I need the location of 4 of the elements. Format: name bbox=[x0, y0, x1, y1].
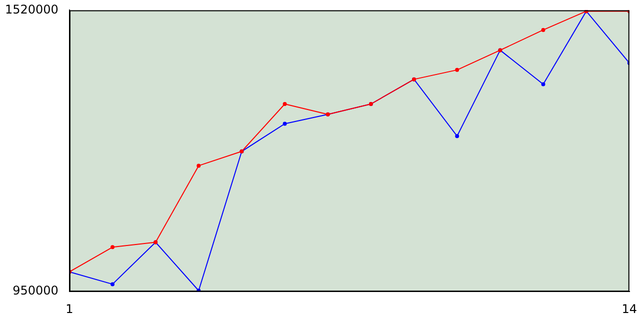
y-tick-label: 950000 bbox=[12, 284, 58, 298]
y-tick-label: 1520000 bbox=[4, 2, 58, 16]
x-tick-label: 14 bbox=[622, 302, 638, 316]
x-tick-label: 1 bbox=[66, 302, 74, 316]
